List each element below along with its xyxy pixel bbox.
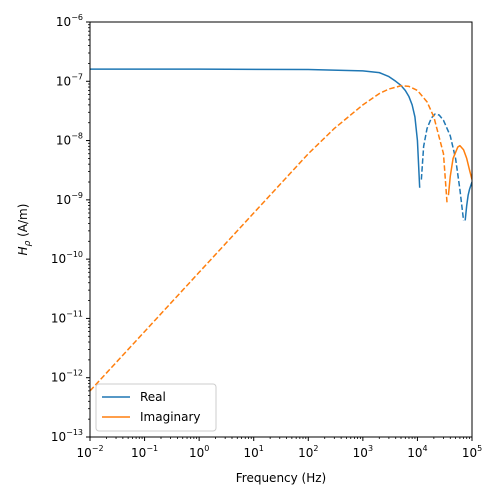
x-tick-exponent: 5 bbox=[477, 444, 482, 453]
x-tick-exponent: 4 bbox=[423, 444, 428, 453]
y-tick-base: 10 bbox=[51, 430, 66, 444]
y-tick-exponent: −12 bbox=[66, 369, 83, 378]
y-axis-label-symbol: H bbox=[16, 246, 30, 255]
y-axis-label-unit: (A/m) bbox=[16, 204, 30, 241]
x-tick-base: 10 bbox=[353, 446, 368, 460]
x-axis-label: Frequency (Hz) bbox=[236, 471, 327, 485]
x-tick-label: 101 bbox=[244, 444, 264, 460]
y-tick-base: 10 bbox=[51, 371, 66, 385]
legend-label-imaginary: Imaginary bbox=[140, 410, 201, 424]
x-axis-ticks: 10−2 10−1 100 101 102 103 104 105 bbox=[76, 437, 482, 460]
y-tick-exponent: −8 bbox=[71, 132, 83, 141]
legend-box bbox=[95, 383, 217, 432]
x-tick-label: 10−2 bbox=[76, 444, 103, 460]
x-tick-base: 10 bbox=[131, 446, 146, 460]
legend-label-real: Real bbox=[140, 390, 166, 404]
x-tick-exponent: 2 bbox=[313, 444, 318, 453]
y-tick-exponent: −7 bbox=[71, 72, 83, 81]
x-tick-base: 10 bbox=[189, 446, 204, 460]
y-tick-label: 10−13 bbox=[51, 428, 83, 444]
y-axis-label: Hρ (A/m) bbox=[16, 204, 33, 256]
y-tick-base: 10 bbox=[51, 252, 66, 266]
x-tick-exponent: 0 bbox=[204, 444, 209, 453]
series-line-imaginary-solid bbox=[447, 144, 472, 196]
y-tick-label: 10−12 bbox=[51, 369, 83, 385]
legend: Real Imaginary bbox=[95, 383, 217, 432]
x-tick-base: 10 bbox=[462, 446, 477, 460]
y-axis-label-subscript: ρ bbox=[23, 240, 33, 246]
x-tick-exponent: 3 bbox=[368, 444, 373, 453]
series-line-real-dashed bbox=[420, 113, 465, 221]
x-tick-label: 103 bbox=[353, 444, 373, 460]
y-tick-label: 10−10 bbox=[51, 250, 83, 266]
y-tick-exponent: −10 bbox=[66, 250, 83, 259]
y-tick-base: 10 bbox=[56, 15, 71, 29]
x-tick-label: 104 bbox=[407, 444, 427, 460]
y-tick-label: 10−11 bbox=[51, 309, 83, 325]
series-layer bbox=[90, 68, 472, 392]
y-tick-label: 10−6 bbox=[56, 13, 83, 29]
x-tick-base: 10 bbox=[298, 446, 313, 460]
y-tick-base: 10 bbox=[51, 311, 66, 325]
y-tick-base: 10 bbox=[56, 134, 71, 148]
y-tick-label: 10−7 bbox=[56, 72, 83, 88]
x-tick-base: 10 bbox=[244, 446, 259, 460]
series-line-real-solid bbox=[90, 68, 421, 188]
x-tick-base: 10 bbox=[76, 446, 91, 460]
y-tick-exponent: −6 bbox=[71, 13, 83, 22]
x-tick-exponent: −1 bbox=[146, 444, 158, 453]
y-tick-label: 10−8 bbox=[56, 132, 83, 148]
x-tick-label: 105 bbox=[462, 444, 482, 460]
y-tick-exponent: −13 bbox=[66, 428, 83, 437]
y-tick-label: 10−9 bbox=[56, 191, 83, 207]
y-tick-base: 10 bbox=[56, 74, 71, 88]
x-tick-base: 10 bbox=[407, 446, 422, 460]
x-tick-label: 102 bbox=[298, 444, 318, 460]
y-tick-exponent: −9 bbox=[71, 191, 83, 200]
series-line-real-solid bbox=[464, 181, 472, 221]
plot-frame bbox=[89, 21, 473, 438]
series-line-imaginary-dashed bbox=[90, 85, 448, 392]
y-tick-exponent: −11 bbox=[66, 309, 83, 318]
x-tick-label: 10−1 bbox=[131, 444, 158, 460]
y-tick-base: 10 bbox=[56, 193, 71, 207]
x-tick-exponent: 1 bbox=[259, 444, 264, 453]
x-tick-label: 100 bbox=[189, 444, 209, 460]
x-tick-exponent: −2 bbox=[92, 444, 104, 453]
